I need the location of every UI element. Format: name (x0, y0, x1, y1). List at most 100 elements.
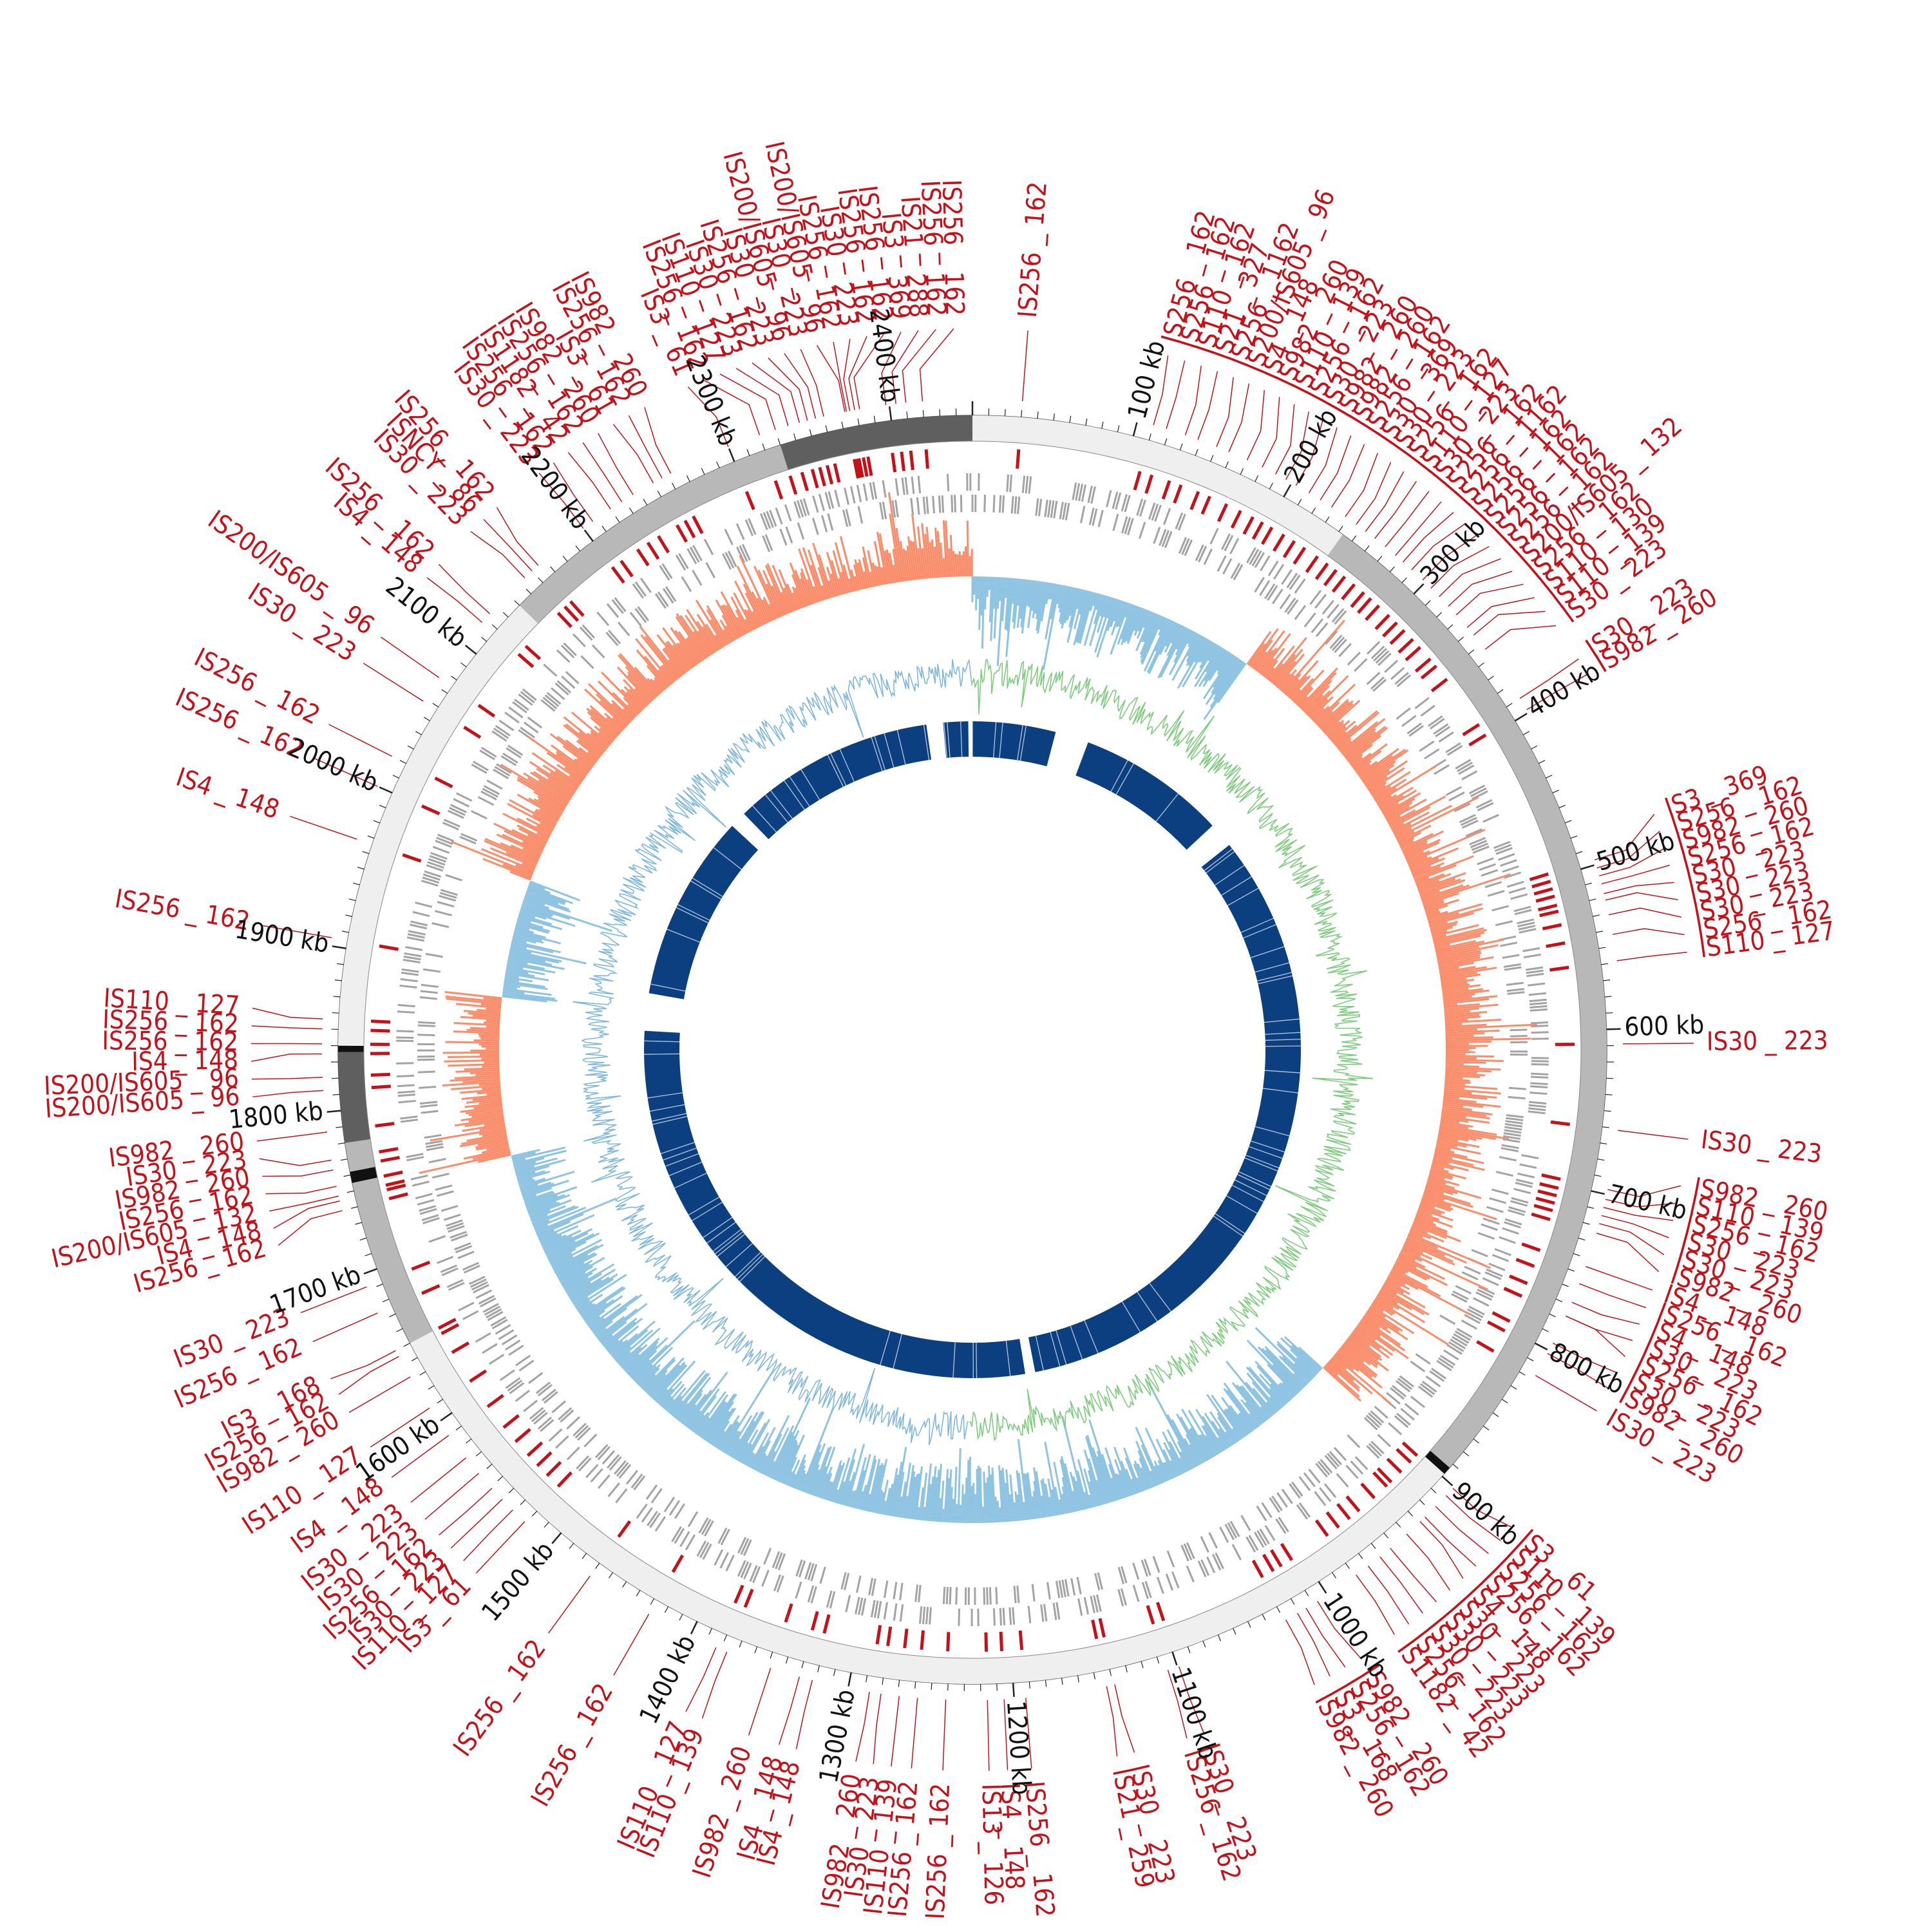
gc-content-bar (1104, 1447, 1124, 1499)
gc-content-bar (533, 791, 565, 811)
gene-feature (596, 611, 610, 627)
insertion-marker (1189, 491, 1200, 511)
insertion-marker (1325, 1511, 1340, 1529)
gc-content-bar (1434, 1149, 1468, 1159)
insertion-connector (1179, 1666, 1204, 1734)
gene-feature (911, 476, 915, 494)
gene-feature (639, 578, 652, 593)
gene-feature (1484, 1271, 1502, 1280)
minor-tick (857, 418, 860, 426)
insertion-marker (1503, 1287, 1523, 1298)
gc-content-bar (705, 623, 723, 649)
gc-content-bar (732, 1420, 755, 1459)
minor-tick (432, 703, 439, 708)
gc-content-bar (533, 771, 573, 798)
gc-content-bar (1166, 1414, 1197, 1468)
minor-tick (1202, 1640, 1206, 1648)
gc-content-bar (569, 1279, 602, 1301)
gc-content-bar (1383, 797, 1416, 817)
gc-content-bar (1435, 940, 1485, 953)
gene-feature (555, 1435, 569, 1449)
gc-content-bar (1013, 578, 1020, 629)
gc-content-bar (1086, 1435, 1109, 1504)
gc-content-bar (1329, 726, 1347, 741)
gc-content-bar (1320, 700, 1354, 731)
gc-content-bar (1396, 830, 1415, 841)
gc-content-bar (1153, 1465, 1164, 1484)
gc-content-bar (999, 577, 1003, 601)
gene-feature (432, 846, 450, 854)
major-tick (1514, 712, 1528, 722)
gene-feature (873, 1600, 879, 1618)
insertion-connector (843, 339, 851, 412)
gc-content-bar (1165, 622, 1179, 647)
blast-gap (652, 1113, 687, 1122)
insertion-marker (1374, 614, 1390, 630)
gene-feature (431, 1173, 450, 1179)
gc-content-bar (929, 542, 934, 578)
gene-feature (1492, 1254, 1510, 1262)
insertion-connector (1571, 1302, 1640, 1325)
gene-feature (1492, 905, 1510, 912)
gene-feature (1154, 504, 1162, 522)
gc-content-bar (1137, 609, 1148, 632)
gc-content-bar (1121, 604, 1135, 640)
insertion-connector (1390, 1548, 1437, 1602)
gc-content-bar (1436, 1139, 1467, 1148)
gc-content-bar (1392, 811, 1430, 833)
gc-content-bar (1058, 585, 1068, 623)
gc-content-bar (1365, 1311, 1408, 1341)
gc-content-bar (634, 688, 650, 705)
gc-content-bar (1133, 609, 1146, 636)
gene-feature (699, 1542, 710, 1558)
gene-feature (807, 1585, 815, 1603)
gene-feature (422, 1217, 440, 1225)
insertion-marker (502, 1414, 520, 1429)
blast-gap (839, 749, 855, 782)
minor-tick (1021, 410, 1023, 417)
gene-feature (435, 840, 452, 848)
gene-feature (844, 1573, 850, 1591)
gene-feature (417, 1024, 435, 1027)
gc-content-bar (1436, 945, 1480, 957)
insertion-marker (1539, 1182, 1559, 1190)
gc-content-bar (502, 833, 543, 854)
minor-tick (403, 1343, 410, 1347)
blast-gap (1050, 1332, 1061, 1367)
gc-content-bar (983, 1472, 987, 1523)
gc-content-bar (991, 1467, 996, 1523)
insertion-marker (1462, 723, 1481, 737)
gene-feature (1368, 1443, 1383, 1457)
gc-content-bar (564, 1272, 593, 1291)
insertion-marker (1515, 1258, 1535, 1268)
gc-content-bar (1374, 787, 1397, 802)
gc-content-bar (1417, 879, 1440, 889)
gene-feature (397, 1090, 415, 1094)
gc-content-bar (1442, 988, 1483, 995)
gc-content-bar (895, 1472, 905, 1517)
gc-content-bar (1253, 651, 1267, 670)
minor-tick (399, 760, 407, 764)
gc-content-bar (744, 592, 763, 627)
gene-feature (1294, 578, 1306, 594)
insertion-connector (1367, 1566, 1410, 1625)
gc-content-bar (1188, 1428, 1209, 1461)
gene-feature (1132, 1562, 1140, 1580)
blast-gap (688, 1197, 720, 1216)
gene-feature (548, 1428, 563, 1442)
gene-feature (399, 984, 417, 989)
insertion-label: IS256 _ 162 (526, 1679, 619, 1812)
gc-content-bar (644, 656, 670, 687)
gc-content-bar (757, 1455, 768, 1473)
minor-tick (336, 963, 344, 965)
gc-content-bar (1094, 597, 1113, 653)
gc-content-bar (1110, 602, 1130, 655)
insertion-marker (1336, 1502, 1351, 1520)
gc-content-bar (515, 864, 535, 874)
blast-gap (1204, 848, 1233, 871)
gene-feature (515, 1390, 530, 1402)
gc-content-bar (806, 579, 817, 603)
gene-feature (607, 1454, 620, 1469)
gene-feature (415, 901, 433, 908)
gc-content-bar (721, 614, 737, 640)
